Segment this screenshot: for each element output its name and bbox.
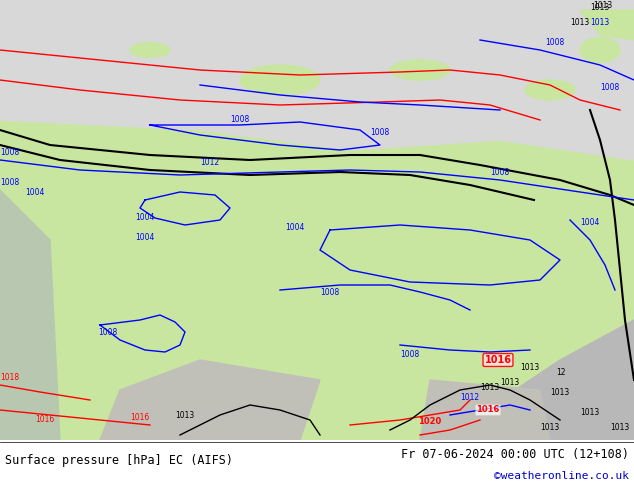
Ellipse shape (390, 60, 450, 80)
Ellipse shape (580, 38, 620, 63)
Text: 1013: 1013 (590, 3, 609, 12)
Text: 1004: 1004 (135, 213, 154, 222)
Polygon shape (100, 360, 320, 440)
Polygon shape (480, 320, 634, 440)
Text: 1012: 1012 (200, 158, 219, 167)
Text: 1008: 1008 (370, 128, 389, 137)
Ellipse shape (240, 65, 320, 95)
Text: 1013: 1013 (520, 363, 540, 372)
Text: 1008: 1008 (400, 350, 419, 359)
Text: 1008: 1008 (230, 115, 249, 124)
Text: 1016: 1016 (476, 406, 500, 415)
Text: 1004: 1004 (285, 223, 304, 232)
Text: 12: 12 (556, 368, 566, 377)
Text: 1018: 1018 (0, 373, 19, 382)
Text: 1013: 1013 (175, 411, 194, 420)
Text: ©weatheronline.co.uk: ©weatheronline.co.uk (494, 471, 629, 481)
Text: 1016: 1016 (35, 415, 55, 424)
Text: 1013: 1013 (550, 388, 569, 397)
Polygon shape (420, 380, 550, 440)
Text: 1020: 1020 (418, 417, 442, 426)
Text: 1008: 1008 (0, 148, 19, 157)
Text: 1004: 1004 (135, 233, 154, 242)
Text: 1013: 1013 (570, 18, 589, 27)
Bar (0, 0, 634, 140)
Text: 1008: 1008 (545, 38, 564, 47)
Polygon shape (0, 190, 60, 440)
Text: 1008: 1008 (320, 288, 339, 297)
Polygon shape (580, 10, 634, 40)
Text: 1016: 1016 (484, 355, 512, 365)
Text: 1013: 1013 (500, 378, 519, 387)
Text: Surface pressure [hPa] EC (AIFS): Surface pressure [hPa] EC (AIFS) (5, 454, 233, 466)
Text: 1004: 1004 (580, 218, 599, 227)
Text: 1008: 1008 (0, 178, 19, 187)
Text: 1012: 1012 (460, 393, 479, 402)
Text: 1013: 1013 (480, 383, 499, 392)
Ellipse shape (525, 80, 575, 100)
Text: 1004: 1004 (25, 188, 44, 197)
Text: 1016: 1016 (130, 413, 149, 422)
Text: 1013: 1013 (540, 423, 559, 432)
Text: 1008: 1008 (600, 83, 619, 92)
Ellipse shape (130, 43, 170, 57)
Text: Fr 07-06-2024 00:00 UTC (12+108): Fr 07-06-2024 00:00 UTC (12+108) (401, 447, 629, 461)
Text: 1008: 1008 (490, 168, 509, 177)
Text: 1013: 1013 (590, 18, 609, 27)
Text: 1013: 1013 (593, 1, 612, 10)
Text: 1013: 1013 (580, 408, 599, 417)
Polygon shape (0, 0, 634, 160)
Text: 1013: 1013 (610, 423, 630, 432)
Text: 1008: 1008 (98, 328, 117, 337)
